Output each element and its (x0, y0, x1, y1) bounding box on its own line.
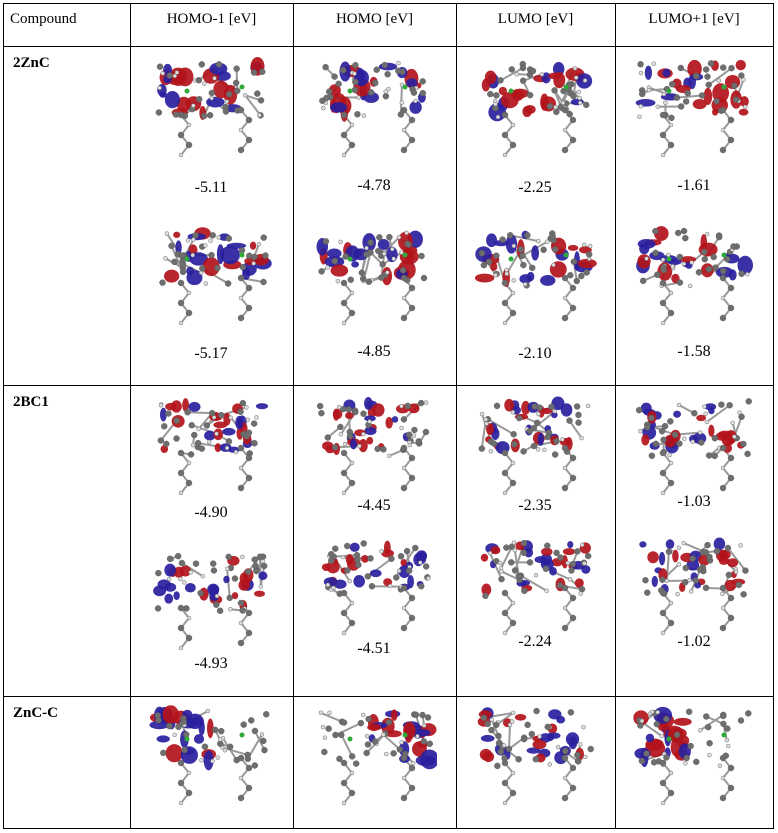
energy-value: -4.85 (357, 343, 391, 360)
orbital-image-homo (312, 55, 437, 175)
orbital-image-lumo (473, 223, 598, 343)
energy-value: -5.11 (194, 179, 228, 196)
orbital-image-lumo-plus-1 (631, 393, 756, 513)
orbital-image-lumo (473, 55, 598, 175)
orbital-table: Compound HOMO-1 [eV] HOMO [eV] LUMO [eV]… (3, 3, 774, 829)
energy-value: -2.25 (518, 179, 552, 196)
column-divider (615, 3, 616, 829)
table-border-right (773, 3, 774, 829)
orbital-image-homo-1 (149, 223, 274, 343)
column-divider (130, 3, 131, 829)
table-border-bottom (3, 828, 774, 829)
energy-value: -1.03 (677, 493, 711, 510)
orbital-image-homo (312, 223, 437, 343)
energy-value: -4.45 (357, 497, 391, 514)
energy-value: -2.24 (518, 633, 552, 650)
column-divider (293, 3, 294, 829)
compound-name-znc-c: ZnC-C (13, 705, 59, 721)
energy-value: -2.10 (518, 345, 552, 362)
table-border-top (3, 3, 774, 4)
header-divider (3, 46, 774, 47)
orbital-image-homo (312, 393, 437, 513)
energy-value: -4.51 (357, 640, 391, 657)
header-lumo-plus-1: LUMO+1 [eV] (648, 11, 740, 27)
header-homo-1: HOMO-1 [eV] (166, 11, 257, 27)
energy-value: -2.35 (518, 497, 552, 514)
orbital-image-lumo (473, 533, 598, 653)
energy-value: -4.78 (357, 177, 391, 194)
energy-value: -5.17 (194, 345, 228, 362)
row-divider (3, 385, 774, 386)
header-homo: HOMO [eV] (335, 11, 414, 27)
energy-value: -4.90 (194, 504, 228, 521)
column-divider (456, 3, 457, 829)
energy-value: -1.61 (677, 177, 711, 194)
orbital-image-lumo-plus-1 (631, 703, 756, 823)
orbital-image-lumo-plus-1 (631, 533, 756, 653)
header-lumo: LUMO [eV] (497, 11, 574, 27)
orbital-image-lumo-plus-1 (631, 223, 756, 343)
orbital-image-homo-1 (149, 393, 274, 513)
orbital-image-lumo (473, 393, 598, 513)
energy-value: -1.02 (677, 633, 711, 650)
energy-value: -1.58 (677, 343, 711, 360)
row-divider (3, 696, 774, 697)
table-border-left (3, 3, 4, 829)
energy-value: -4.93 (194, 655, 228, 672)
orbital-image-lumo-plus-1 (631, 55, 756, 175)
orbital-image-homo-1 (149, 55, 274, 175)
orbital-image-homo (312, 533, 437, 653)
orbital-image-homo (312, 703, 439, 823)
header-compound: Compound (10, 11, 77, 27)
orbital-image-homo-1 (149, 703, 274, 823)
orbital-image-lumo (473, 703, 598, 823)
compound-name-2bc1: 2BC1 (13, 394, 49, 410)
compound-name-2znc: 2ZnC (13, 55, 50, 71)
orbital-image-homo-1 (149, 548, 274, 668)
